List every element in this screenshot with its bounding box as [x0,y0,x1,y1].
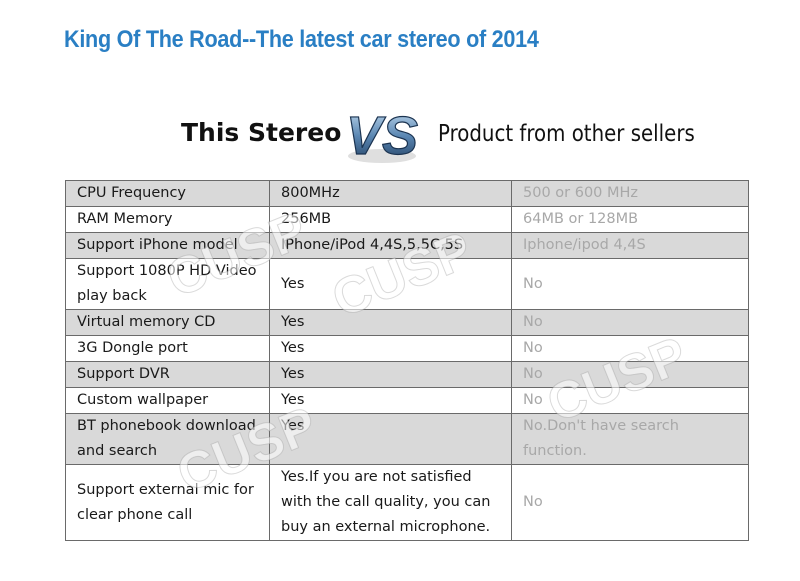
this-stereo-cell: Yes [269,413,512,465]
table-row: Support 1080P HD Video play back Yes No [65,258,749,310]
feature-cell: RAM Memory [65,206,270,233]
feature-cell: CPU Frequency [65,180,270,207]
other-sellers-cell: No.Don't have search function. [511,413,749,465]
this-stereo-cell: Yes [269,335,512,362]
this-stereo-label: This Stereo [181,118,342,147]
other-sellers-cell: Iphone/ipod 4,4S [511,232,749,259]
table-row: CPU Frequency 800MHz 500 or 600 MHz [65,180,749,207]
other-sellers-cell: No [511,309,749,336]
this-stereo-cell: Yes [269,361,512,388]
table-row: Support iPhone model IPhone/iPod 4,4S,5,… [65,232,749,259]
table-row: Support external mic for clear phone cal… [65,464,749,541]
feature-cell: BT phonebook download and search [65,413,270,465]
vs-text: VS [346,106,418,166]
table-row: Virtual memory CD Yes No [65,309,749,336]
other-sellers-cell: No [511,335,749,362]
table-row: RAM Memory 256MB 64MB or 128MB [65,206,749,233]
feature-cell: Support external mic for clear phone cal… [65,464,270,541]
this-stereo-cell: 256MB [269,206,512,233]
other-sellers-cell: No [511,387,749,414]
table-row: Support DVR Yes No [65,361,749,388]
feature-cell: Virtual memory CD [65,309,270,336]
vs-logo: VS [345,105,418,166]
feature-cell: Custom wallpaper [65,387,270,414]
other-sellers-label: Product from other sellers [438,121,695,147]
this-stereo-cell: Yes [269,309,512,336]
this-stereo-cell: IPhone/iPod 4,4S,5,5C,5S [269,232,512,259]
other-sellers-cell: 64MB or 128MB [511,206,749,233]
other-sellers-cell: No [511,464,749,541]
comparison-table: CPU Frequency 800MHz 500 or 600 MHz RAM … [65,180,749,541]
page-title: King Of The Road--The latest car stereo … [64,26,539,53]
table-row: 3G Dongle port Yes No [65,335,749,362]
this-stereo-cell: 800MHz [269,180,512,207]
this-stereo-cell: Yes [269,387,512,414]
feature-cell: Support DVR [65,361,270,388]
other-sellers-cell: 500 or 600 MHz [511,180,749,207]
feature-cell: 3G Dongle port [65,335,270,362]
other-sellers-cell: No [511,258,749,310]
other-sellers-cell: No [511,361,749,388]
this-stereo-cell: Yes [269,258,512,310]
table-row: BT phonebook download and search Yes No.… [65,413,749,465]
feature-cell: Support iPhone model [65,232,270,259]
feature-cell: Support 1080P HD Video play back [65,258,270,310]
this-stereo-cell: Yes.If you are not satisfied with the ca… [269,464,512,541]
table-row: Custom wallpaper Yes No [65,387,749,414]
